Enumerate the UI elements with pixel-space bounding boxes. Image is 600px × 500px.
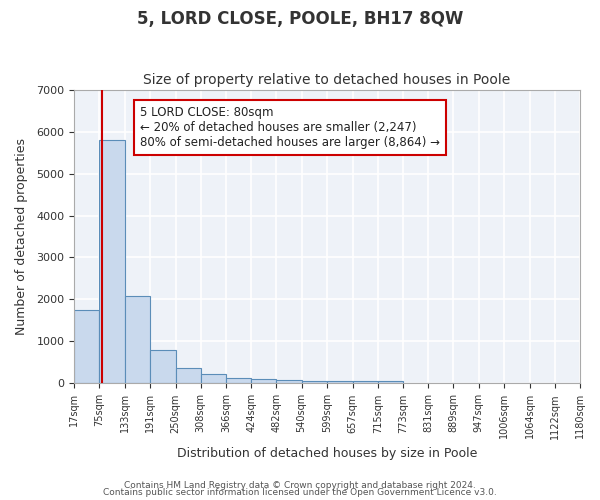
- Title: Size of property relative to detached houses in Poole: Size of property relative to detached ho…: [143, 73, 511, 87]
- X-axis label: Distribution of detached houses by size in Poole: Distribution of detached houses by size …: [177, 447, 477, 460]
- Bar: [251, 380, 277, 384]
- Bar: [150, 350, 176, 384]
- Bar: [302, 381, 328, 384]
- Bar: [74, 310, 100, 384]
- Bar: [277, 380, 302, 384]
- Bar: [328, 381, 353, 384]
- Text: 5 LORD CLOSE: 80sqm
← 20% of detached houses are smaller (2,247)
80% of semi-det: 5 LORD CLOSE: 80sqm ← 20% of detached ho…: [140, 106, 440, 148]
- Bar: [125, 296, 150, 384]
- Text: Contains HM Land Registry data © Crown copyright and database right 2024.: Contains HM Land Registry data © Crown c…: [124, 480, 476, 490]
- Bar: [353, 382, 378, 384]
- Bar: [100, 140, 125, 384]
- Text: Contains public sector information licensed under the Open Government Licence v3: Contains public sector information licen…: [103, 488, 497, 497]
- Bar: [176, 368, 201, 384]
- Bar: [201, 374, 226, 384]
- Y-axis label: Number of detached properties: Number of detached properties: [15, 138, 28, 335]
- Bar: [378, 381, 403, 384]
- Text: 5, LORD CLOSE, POOLE, BH17 8QW: 5, LORD CLOSE, POOLE, BH17 8QW: [137, 10, 463, 28]
- Bar: [226, 378, 251, 384]
